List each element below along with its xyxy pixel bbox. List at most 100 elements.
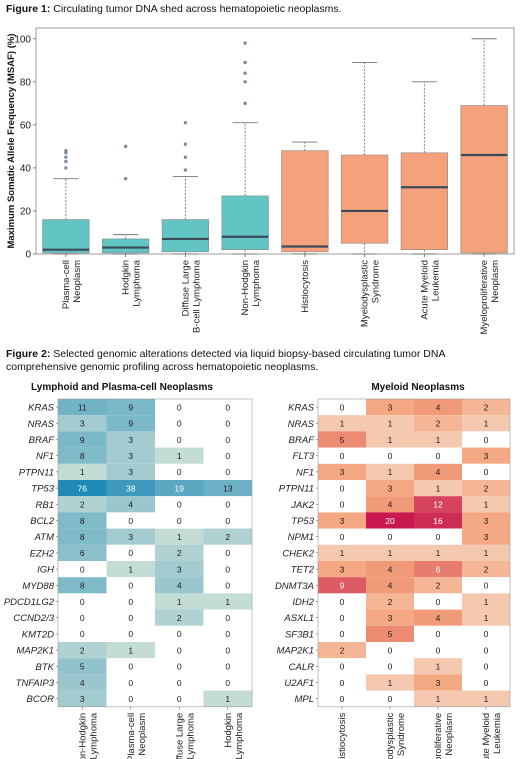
col-label-line1: Plasma-cell [126, 713, 137, 759]
box [460, 105, 508, 254]
row-label: RB1 [36, 500, 54, 511]
heat-cell [203, 625, 252, 642]
cell-value: 3 [80, 694, 85, 704]
heat-cell [462, 496, 510, 513]
x-tick-label-line2: Lymphoma [132, 259, 143, 306]
cell-value: 2 [177, 613, 182, 623]
cell-value: 3 [484, 451, 489, 461]
heat-cell [366, 609, 414, 626]
heat-cell [414, 609, 462, 626]
heat-cell [58, 463, 107, 480]
heat-cell [462, 609, 510, 626]
x-tick-label-line2: Neoplasm [490, 260, 501, 303]
heat-cell [462, 544, 510, 561]
heat-cell [58, 561, 107, 578]
heat-cell [318, 690, 366, 707]
heat-cell [414, 577, 462, 594]
cell-value: 1 [177, 451, 182, 461]
col-label: MyelodysplasticSyndrome [385, 713, 407, 759]
cell-value: 0 [436, 451, 441, 461]
cell-value: 1 [225, 597, 230, 607]
heat-cell [155, 658, 204, 675]
cell-value: 0 [80, 629, 85, 639]
heat-cell [155, 463, 204, 480]
row-label: MPL [294, 694, 314, 705]
heat-cell [155, 431, 204, 448]
x-tick-label-line1: Acute Myeloid [419, 260, 430, 320]
heat-cell [203, 690, 252, 707]
row-label: TP53 [291, 516, 314, 527]
heat-cell [318, 593, 366, 610]
cell-value: 0 [225, 419, 230, 429]
cell-value: 0 [436, 597, 441, 607]
heat-cell [318, 544, 366, 561]
heat-cell [155, 528, 204, 545]
cell-value: 0 [225, 548, 230, 558]
heat-cell [462, 642, 510, 659]
row-label: TP53 [31, 484, 54, 495]
heat-cell [155, 512, 204, 529]
heat-cell [462, 625, 510, 642]
heat-cell [106, 512, 155, 529]
heat-cell [155, 609, 204, 626]
row-label: PTPN11 [19, 467, 54, 478]
cell-value: 0 [225, 451, 230, 461]
cell-value: 3 [177, 564, 182, 574]
col-label: Non-HodgkinLymphoma [77, 712, 99, 759]
cell-value: 4 [436, 467, 441, 477]
figure1-caption-text: Circulating tumor DNA shed across hemato… [50, 3, 342, 15]
cell-value: 0 [340, 532, 345, 542]
row-label: BCOR [27, 694, 55, 705]
heatmap-frame [317, 398, 511, 708]
cell-value: 3 [436, 678, 441, 688]
cell-value: 0 [484, 581, 489, 591]
heat-cell [318, 625, 366, 642]
heat-cell [58, 512, 107, 529]
heat-cell [318, 577, 366, 594]
x-tick-label: MyelodysplasticSyndrome [360, 260, 382, 327]
cell-value: 2 [80, 645, 85, 655]
cell-value: 0 [128, 613, 133, 623]
heat-cell [414, 544, 462, 561]
row-label: CHEK2 [282, 548, 314, 559]
outlier-point [243, 101, 247, 106]
cell-value: 0 [128, 678, 133, 688]
cell-value: 0 [340, 662, 345, 672]
heat-cell [203, 496, 252, 513]
x-tick-label-line2: Leukemia [430, 259, 441, 301]
heat-cell [462, 399, 510, 416]
heat-cell [414, 480, 462, 497]
cell-value: 0 [340, 597, 345, 607]
cell-value: 0 [225, 645, 230, 655]
heat-cell [106, 674, 155, 691]
cell-value: 1 [128, 645, 133, 655]
cell-value: 1 [340, 419, 345, 429]
outlier-point [183, 121, 188, 125]
heat-cell [366, 463, 414, 480]
heat-cell [155, 561, 204, 578]
cell-value: 0 [80, 613, 85, 623]
col-label-line2: Syndrome [396, 713, 407, 756]
cell-value: 9 [128, 402, 133, 412]
cell-value: 3 [388, 613, 393, 623]
heat-cell [203, 544, 252, 561]
cell-value: 0 [128, 516, 133, 526]
heat-cell [203, 463, 252, 480]
cell-value: 0 [484, 662, 489, 672]
cell-value: 5 [80, 662, 85, 672]
heat-cell [155, 447, 204, 464]
col-label-line1: Myelodysplastic [385, 713, 396, 759]
heat-cell [318, 431, 366, 448]
outlier-point [243, 80, 247, 84]
heat-cell [58, 690, 107, 707]
row-label: BCL2 [30, 516, 54, 527]
cell-value: 0 [340, 402, 345, 412]
x-tick-label: Plasma-cellNeoplasm [61, 260, 83, 309]
row-label: NF1 [36, 451, 54, 462]
heat-cell [155, 674, 204, 691]
cell-value: 20 [385, 516, 395, 526]
cell-value: 0 [225, 402, 230, 412]
cell-value: 1 [436, 694, 441, 704]
figure2-caption: Figure 2: Selected genomic alterations d… [6, 348, 514, 374]
